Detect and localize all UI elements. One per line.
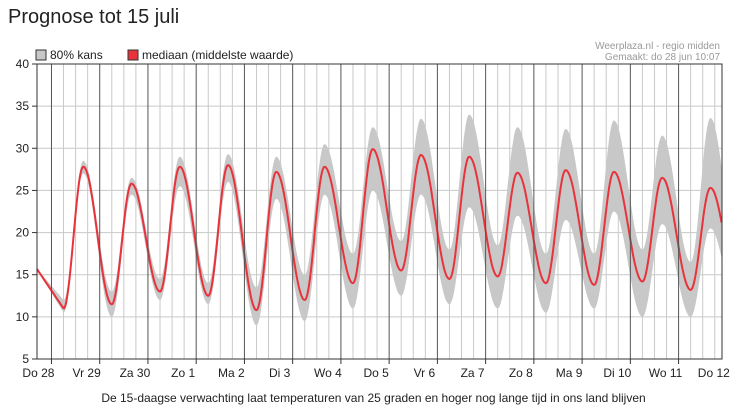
x-tick-label: Di 10 [603, 366, 631, 380]
legend-band-swatch [35, 49, 47, 61]
y-tick-label: 5 [22, 352, 29, 366]
x-tick-label: Zo 1 [171, 366, 195, 380]
legend-median-swatch [127, 49, 139, 61]
credit-created: Gemaakt: do 28 jun 10:07 [605, 52, 721, 63]
legend-band-label: 80% kans [50, 48, 103, 62]
x-tick-label: Wo 4 [314, 366, 342, 380]
x-tick-label: Za 30 [120, 366, 151, 380]
temperature-chart: 5 10 15 20 25 30 35 40 Do 28 Vr 29 Za 30 Zo 1 Ma 2 Di… [16, 41, 730, 380]
legend: 80% kans mediaan (middelste waarde) [35, 48, 293, 62]
x-tick-label: Do 5 [363, 366, 389, 380]
x-tick-label: Ma 9 [556, 366, 583, 380]
x-tick-label: Wo 11 [649, 366, 683, 380]
y-tick-label: 35 [16, 99, 30, 113]
axes: 5 10 15 20 25 30 35 40 Do 28 Vr 29 Za 30 Zo 1 Ma 2 Di… [16, 57, 730, 380]
confidence-band-80 [37, 114, 722, 326]
x-tick-label: Vr 29 [73, 366, 102, 380]
y-tick-label: 25 [16, 183, 30, 197]
chart-caption: De 15-daagse verwachting laat temperatur… [101, 391, 646, 405]
y-tick-label: 20 [16, 226, 30, 240]
plot-frame [36, 63, 723, 360]
day-dividers [50, 64, 680, 359]
page-title: Prognose tot 15 juli [8, 6, 180, 28]
y-tick-label: 40 [16, 57, 30, 71]
x-tick-label: Do 12 [698, 366, 730, 380]
x-tick-label: Do 28 [22, 366, 54, 380]
legend-median-label: mediaan (middelste waarde) [142, 48, 293, 62]
y-tick-label: 15 [16, 268, 30, 282]
x-tick-label: Vr 6 [414, 366, 436, 380]
x-tick-label: Zo 8 [509, 366, 533, 380]
credit-source: Weerplaza.nl - regio midden [595, 41, 720, 52]
x-tick-label: Di 3 [269, 366, 291, 380]
median-line [36, 148, 723, 312]
y-tick-label: 10 [16, 310, 30, 324]
y-tick-label: 30 [16, 141, 30, 155]
x-tick-label: Ma 2 [218, 366, 245, 380]
x-tick-label: Za 7 [461, 366, 485, 380]
